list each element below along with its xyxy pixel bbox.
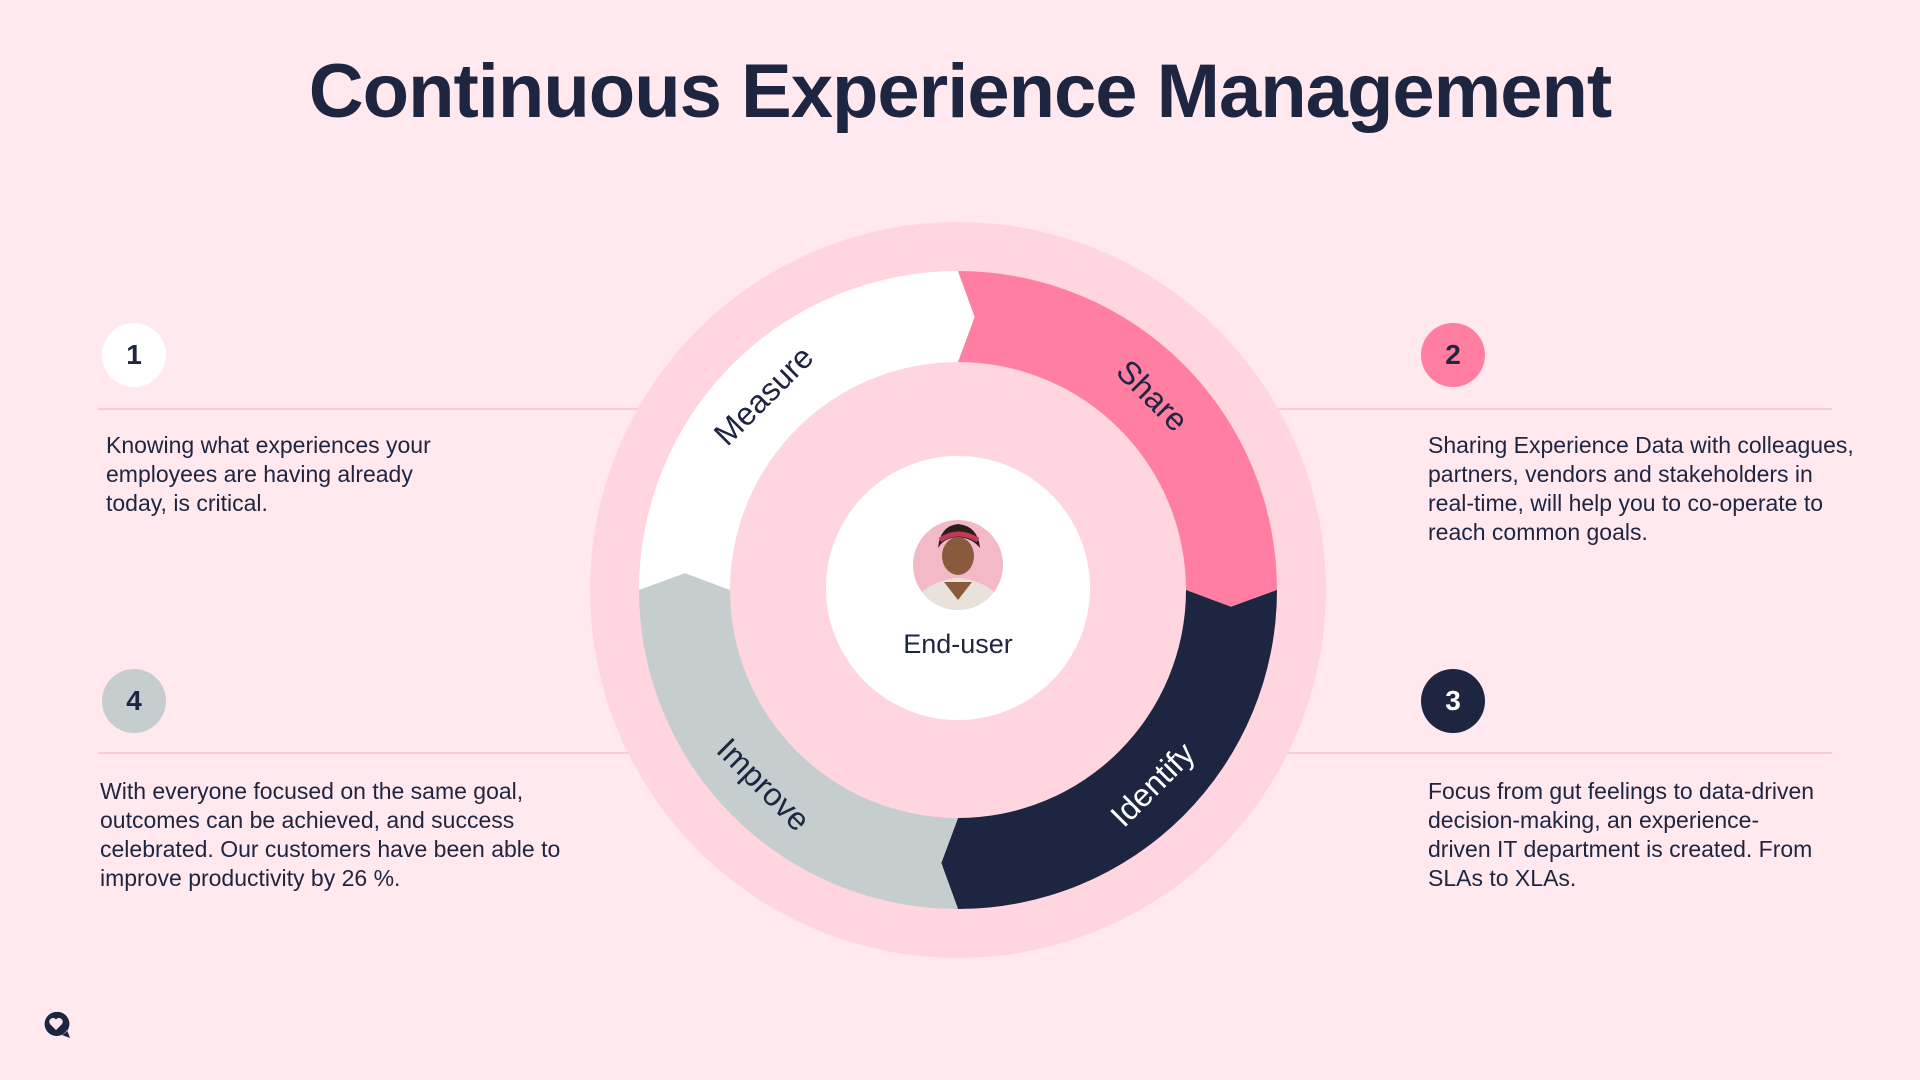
step-3-description: Focus from gut feelings to data-driven d… <box>1428 778 1815 891</box>
step-3-divider <box>1262 752 1832 754</box>
step-4-badge: 4 <box>102 669 166 733</box>
person-avatar <box>913 520 1003 610</box>
cycle-segments <box>639 271 1277 909</box>
segment-share <box>958 271 1277 607</box>
center-label: End-user <box>903 629 1013 659</box>
step-2-divider <box>1262 408 1832 410</box>
step-1-description: Knowing what experiences your employees … <box>106 432 431 516</box>
step-1-divider <box>98 408 658 410</box>
step-2-description: Sharing Experience Data with colleagues,… <box>1428 432 1854 545</box>
segment-identify <box>941 590 1277 909</box>
step-4-divider <box>98 752 658 754</box>
step-3-badge: 3 <box>1421 669 1485 733</box>
segment-improve <box>639 573 958 909</box>
heart-speech-bubble-icon <box>44 1011 70 1038</box>
step-4-description: With everyone focused on the same goal, … <box>100 778 561 891</box>
step-1-badge: 1 <box>102 323 166 387</box>
page-title: Continuous Experience Management <box>308 49 1612 134</box>
segment-measure <box>639 271 975 590</box>
step-2-badge: 2 <box>1421 323 1485 387</box>
